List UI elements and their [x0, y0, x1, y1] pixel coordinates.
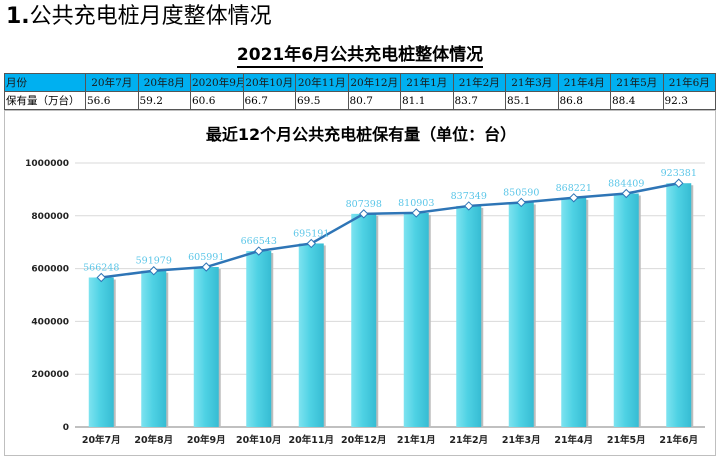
y-tick-label: 400000: [31, 317, 69, 327]
data-label: 923381: [661, 168, 697, 179]
x-tick-label: 21年6月: [659, 434, 698, 446]
data-label: 810903: [398, 198, 434, 209]
table-value-cell: 80.7: [347, 91, 401, 110]
x-tick-label: 21年4月: [554, 434, 593, 446]
table-value-cell: 59.2: [137, 91, 191, 110]
bar: [246, 251, 272, 427]
bar: [561, 197, 587, 427]
y-tick-label: 0: [63, 423, 69, 433]
series-line: [101, 182, 679, 279]
line-marker: [464, 201, 474, 211]
table-value-cell: 81.1: [400, 91, 454, 110]
table-header-label: 月份: [4, 73, 86, 92]
monthly-data-table: 月份 20年7月 20年8月 2020年9月 20年10月 20年11月 20年12月 21…: [4, 73, 716, 110]
bar: [298, 243, 324, 427]
data-label: 868221: [556, 183, 592, 194]
table-month-header: 20年10月: [242, 73, 296, 92]
x-tick-label: 20年8月: [134, 434, 173, 446]
table-month-header: 21年5月: [610, 73, 664, 92]
table-header-row: 月份 20年7月 20年8月 2020年9月 20年10月 20年11月 20年12月 21…: [4, 73, 716, 92]
table-month-header: 20年12月: [347, 73, 401, 92]
line-marker: [149, 266, 159, 276]
bar: [613, 193, 639, 427]
section-heading: 1.公共充电桩月度整体情况: [6, 2, 272, 32]
data-label: 605991: [188, 252, 224, 263]
table-month-header: 21年1月: [400, 73, 454, 92]
table-value-cell: 60.6: [190, 91, 244, 110]
table-month-header: 21年6月: [662, 73, 716, 92]
data-label: 591979: [136, 256, 172, 267]
data-label: 884409: [608, 179, 644, 190]
section-number: 1.: [6, 4, 30, 29]
line-marker: [359, 209, 369, 219]
data-label: 566248: [83, 263, 119, 274]
line-marker: [674, 178, 684, 188]
line-marker: [621, 188, 631, 199]
table-value-cell: 86.8: [557, 91, 611, 110]
section-title: 公共充电桩月度整体情况: [29, 4, 272, 29]
table-value-cell: 88.4: [610, 91, 664, 110]
bar: [456, 205, 482, 427]
table-value-cell: 92.3: [662, 91, 716, 110]
chart-container: 最近12个月公共充电桩保有量（单位：台） 0 200000 400000 600000…: [4, 110, 716, 456]
line-marker: [569, 193, 579, 203]
table-value-cell: 85.1: [505, 91, 559, 110]
table-value-cell: 83.7: [452, 91, 506, 110]
line-marker: [96, 272, 106, 283]
line-marker: [254, 246, 264, 256]
bar: [141, 270, 167, 427]
y-tick-label: 800000: [31, 212, 69, 222]
x-tick-label: 20年10月: [236, 434, 281, 446]
bar: [508, 202, 534, 427]
table-value-cell: 66.7: [242, 91, 296, 110]
table-month-header: 21年3月: [505, 73, 559, 92]
bar: [193, 267, 219, 427]
line-marker: [306, 238, 316, 249]
bar: [403, 212, 429, 427]
table-value-cell: 69.5: [295, 91, 349, 110]
data-label: 666543: [241, 236, 277, 247]
table-value-cell: 56.6: [85, 91, 139, 110]
y-tick-label: 200000: [31, 370, 69, 380]
table-month-header: 20年8月: [137, 73, 191, 92]
y-tick-label: 1000000: [25, 159, 69, 169]
y-tick-label: 600000: [31, 265, 69, 275]
table-month-header: 2020年9月: [190, 73, 244, 92]
x-tick-label: 21年3月: [502, 434, 541, 446]
chart-title: 最近12个月公共充电桩保有量（单位：台）: [205, 125, 517, 144]
chart-plot: 0 200000 400000 600000 800000 1000000 20年7月 20年…: [25, 159, 705, 446]
x-tick-label: 20年11月: [289, 434, 334, 446]
line-marker: [201, 262, 211, 272]
data-label: 695191: [293, 228, 329, 239]
line-marker: [516, 197, 526, 208]
line-marker: [411, 208, 421, 218]
x-tick-label: 21年5月: [607, 434, 646, 446]
bar: [351, 213, 377, 427]
bar: [88, 277, 114, 427]
data-label: 807398: [346, 199, 382, 210]
data-label: 850590: [503, 187, 539, 198]
report-subtitle-text: 2021年6月公共充电桩整体情况: [236, 45, 484, 68]
x-tick-label: 21年1月: [397, 434, 436, 446]
report-subtitle: 2021年6月公共充电桩整体情况: [0, 40, 720, 68]
table-month-header: 21年2月: [452, 73, 506, 92]
x-tick-label: 20年12月: [341, 434, 386, 446]
bar: [666, 183, 692, 427]
table-row-label: 保有量（万台）: [4, 91, 86, 110]
table-month-header: 20年11月: [295, 73, 349, 92]
x-tick-label: 20年7月: [82, 434, 121, 446]
x-tick-label: 21年2月: [449, 434, 488, 446]
x-tick-label: 20年9月: [187, 434, 226, 446]
table-month-header: 21年4月: [557, 73, 611, 92]
table-value-row: 保有量（万台） 56.6 59.2 60.6 66.7 69.5 80.7 81.1 83.7…: [4, 91, 716, 110]
data-label: 837349: [451, 191, 487, 202]
table-month-header: 20年7月: [85, 73, 139, 92]
